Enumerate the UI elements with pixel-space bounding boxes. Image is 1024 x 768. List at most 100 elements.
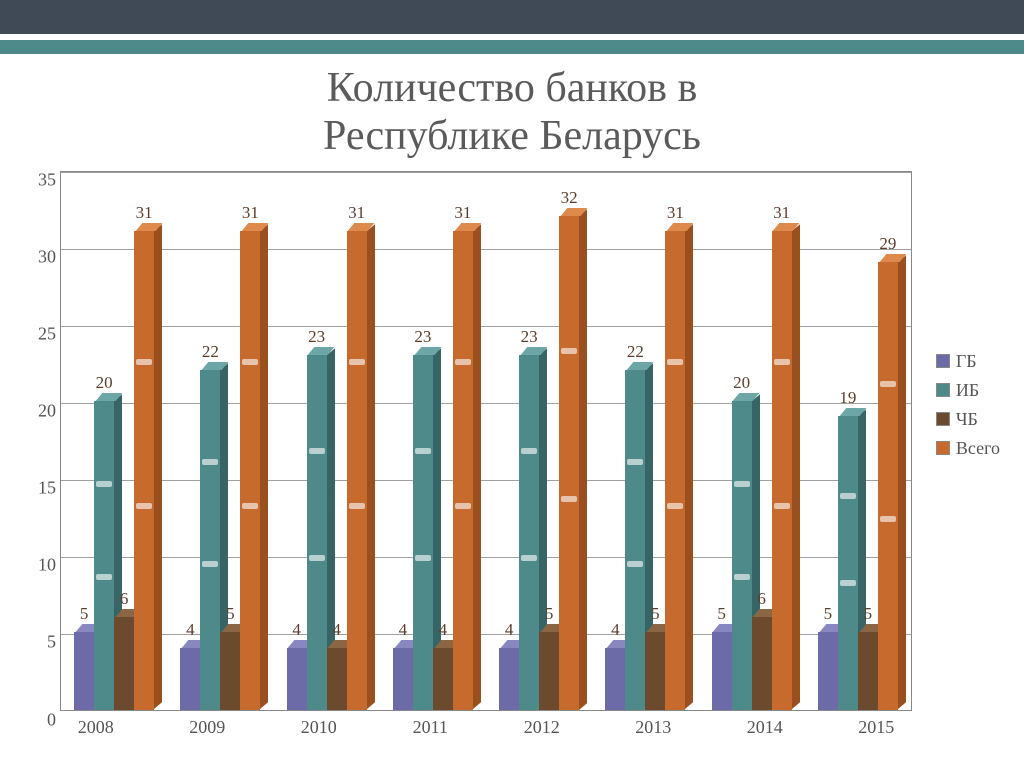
bar-cb: 5 xyxy=(858,632,878,709)
bar-gb: 4 xyxy=(287,648,307,710)
year-group: 520631 xyxy=(61,172,167,710)
year-group: 423431 xyxy=(380,172,486,710)
bar-value-label: 32 xyxy=(561,188,578,208)
bar-value-label: 5 xyxy=(545,604,554,624)
bar-cb: 6 xyxy=(114,617,134,710)
bar-total: 31 xyxy=(240,231,260,709)
x-tick: 2010 xyxy=(263,711,375,741)
legend-label: ЧБ xyxy=(956,409,978,430)
bar-value-label: 5 xyxy=(80,604,89,624)
bar-total: 31 xyxy=(772,231,792,709)
year-group: 520631 xyxy=(699,172,805,710)
legend-swatch xyxy=(936,383,950,397)
legend-swatch xyxy=(936,441,950,455)
y-tick: 10 xyxy=(38,555,56,576)
year-group: 422531 xyxy=(592,172,698,710)
bar-gb: 5 xyxy=(712,632,732,709)
bar-value-label: 4 xyxy=(292,620,301,640)
y-tick: 15 xyxy=(38,478,56,499)
bar-value-label: 31 xyxy=(454,203,471,223)
bar-ib: 23 xyxy=(413,355,433,710)
bar-value-label: 29 xyxy=(879,234,896,254)
x-tick: 2015 xyxy=(821,711,933,741)
bar-value-label: 5 xyxy=(717,604,726,624)
bars-area: 5206314225314234314234314235324225315206… xyxy=(61,172,911,710)
y-tick: 0 xyxy=(47,709,56,730)
bar-value-label: 31 xyxy=(348,203,365,223)
x-tick: 2013 xyxy=(598,711,710,741)
bar-value-label: 6 xyxy=(120,589,129,609)
legend-item-cb: ЧБ xyxy=(936,409,1000,430)
legend-item-total: Всего xyxy=(936,438,1000,459)
y-axis: 05101520253035 xyxy=(20,171,60,711)
bar-gb: 5 xyxy=(818,632,838,709)
bar-value-label: 4 xyxy=(505,620,514,640)
chart: 05101520253035 5206314225314234314234314… xyxy=(20,171,912,711)
legend-item-ib: ИБ xyxy=(936,380,1000,401)
y-tick: 30 xyxy=(38,246,56,267)
y-tick: 35 xyxy=(38,169,56,190)
bar-value-label: 22 xyxy=(627,342,644,362)
chart-container: 05101520253035 5206314225314234314234314… xyxy=(0,171,932,741)
bar-cb: 5 xyxy=(220,632,240,709)
bar-ib: 20 xyxy=(732,401,752,710)
plot-area: 5206314225314234314234314235324225315206… xyxy=(60,171,912,711)
legend-label: ИБ xyxy=(956,380,979,401)
bar-cb: 4 xyxy=(433,648,453,710)
bar-total: 31 xyxy=(347,231,367,709)
bar-ib: 22 xyxy=(200,370,220,709)
bar-ib: 23 xyxy=(519,355,539,710)
bar-value-label: 4 xyxy=(399,620,408,640)
bar-gb: 4 xyxy=(499,648,519,710)
bar-value-label: 4 xyxy=(332,620,341,640)
bar-cb: 5 xyxy=(539,632,559,709)
year-group: 422531 xyxy=(167,172,273,710)
bar-value-label: 4 xyxy=(439,620,448,640)
bar-value-label: 6 xyxy=(757,589,766,609)
bar-ib: 22 xyxy=(625,370,645,709)
bar-gb: 5 xyxy=(74,632,94,709)
bar-value-label: 20 xyxy=(733,373,750,393)
x-tick: 2012 xyxy=(486,711,598,741)
bar-value-label: 22 xyxy=(202,342,219,362)
legend-label: ГБ xyxy=(956,351,977,372)
bar-value-label: 4 xyxy=(611,620,620,640)
bar-gb: 4 xyxy=(605,648,625,710)
bar-value-label: 31 xyxy=(242,203,259,223)
bar-value-label: 5 xyxy=(226,604,235,624)
bar-ib: 23 xyxy=(307,355,327,710)
x-axis: 20082009201020112012201320142015 xyxy=(40,711,932,741)
header-teal-band xyxy=(0,40,1024,54)
legend: ГБ ИБ ЧБ Всего xyxy=(936,351,1000,467)
bar-total: 31 xyxy=(134,231,154,709)
y-tick: 25 xyxy=(38,323,56,344)
bar-value-label: 23 xyxy=(414,327,431,347)
bar-cb: 5 xyxy=(645,632,665,709)
header-dark-band xyxy=(0,0,1024,40)
bar-value-label: 5 xyxy=(864,604,873,624)
bar-cb: 6 xyxy=(752,617,772,710)
year-group: 519529 xyxy=(805,172,911,710)
bar-cb: 4 xyxy=(327,648,347,710)
x-tick: 2009 xyxy=(152,711,264,741)
title-line2: Республике Беларусь xyxy=(323,113,701,159)
bar-total: 32 xyxy=(559,216,579,710)
bar-value-label: 5 xyxy=(824,604,833,624)
page-title: Количество банков в Республике Беларусь xyxy=(0,64,1024,161)
x-tick: 2014 xyxy=(709,711,821,741)
bar-value-label: 4 xyxy=(186,620,195,640)
bar-ib: 20 xyxy=(94,401,114,710)
legend-swatch xyxy=(936,354,950,368)
legend-item-gb: ГБ xyxy=(936,351,1000,372)
bar-value-label: 5 xyxy=(651,604,660,624)
bar-gb: 4 xyxy=(180,648,200,710)
title-line1: Количество банков в xyxy=(327,65,698,111)
bar-value-label: 19 xyxy=(839,388,856,408)
year-group: 423532 xyxy=(486,172,592,710)
bar-ib: 19 xyxy=(838,416,858,709)
x-tick: 2011 xyxy=(375,711,487,741)
bar-value-label: 23 xyxy=(308,327,325,347)
bar-gb: 4 xyxy=(393,648,413,710)
bar-total: 31 xyxy=(453,231,473,709)
legend-label: Всего xyxy=(956,438,1000,459)
